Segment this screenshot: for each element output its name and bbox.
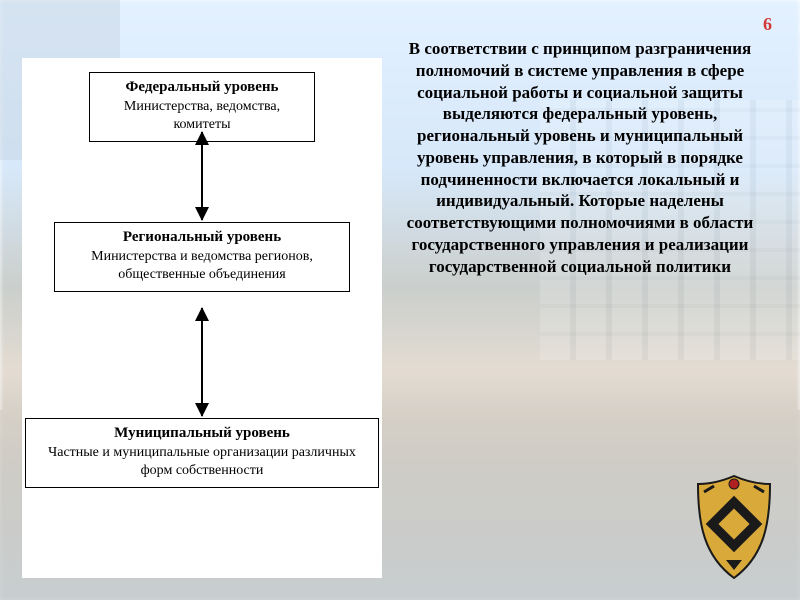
arrow-down-icon — [195, 207, 209, 221]
node-title: Муниципальный уровень — [34, 425, 370, 442]
arrow-up-icon — [195, 307, 209, 321]
node-regional: Региональный уровень Министерства и ведо… — [54, 222, 350, 292]
node-subtitle: Частные и муниципальные организации разл… — [34, 444, 370, 479]
node-subtitle: Министерства, ведомства, комитеты — [98, 98, 306, 133]
page-number: 6 — [763, 14, 772, 35]
arrow-up-icon — [195, 131, 209, 145]
node-title: Федеральный уровень — [98, 79, 306, 96]
levels-flowchart: Федеральный уровень Министерства, ведомс… — [22, 58, 382, 578]
node-municipal: Муниципальный уровень Частные и муниципа… — [25, 418, 379, 488]
node-subtitle: Министерства и ведомства регионов, общес… — [63, 248, 341, 283]
body-text: В соответствии с принципом разграничения… — [395, 38, 765, 277]
connector-1 — [201, 132, 203, 220]
node-title: Региональный уровень — [63, 229, 341, 246]
connector-2 — [201, 308, 203, 416]
arrow-down-icon — [195, 403, 209, 417]
coat-of-arms-icon — [690, 474, 778, 582]
